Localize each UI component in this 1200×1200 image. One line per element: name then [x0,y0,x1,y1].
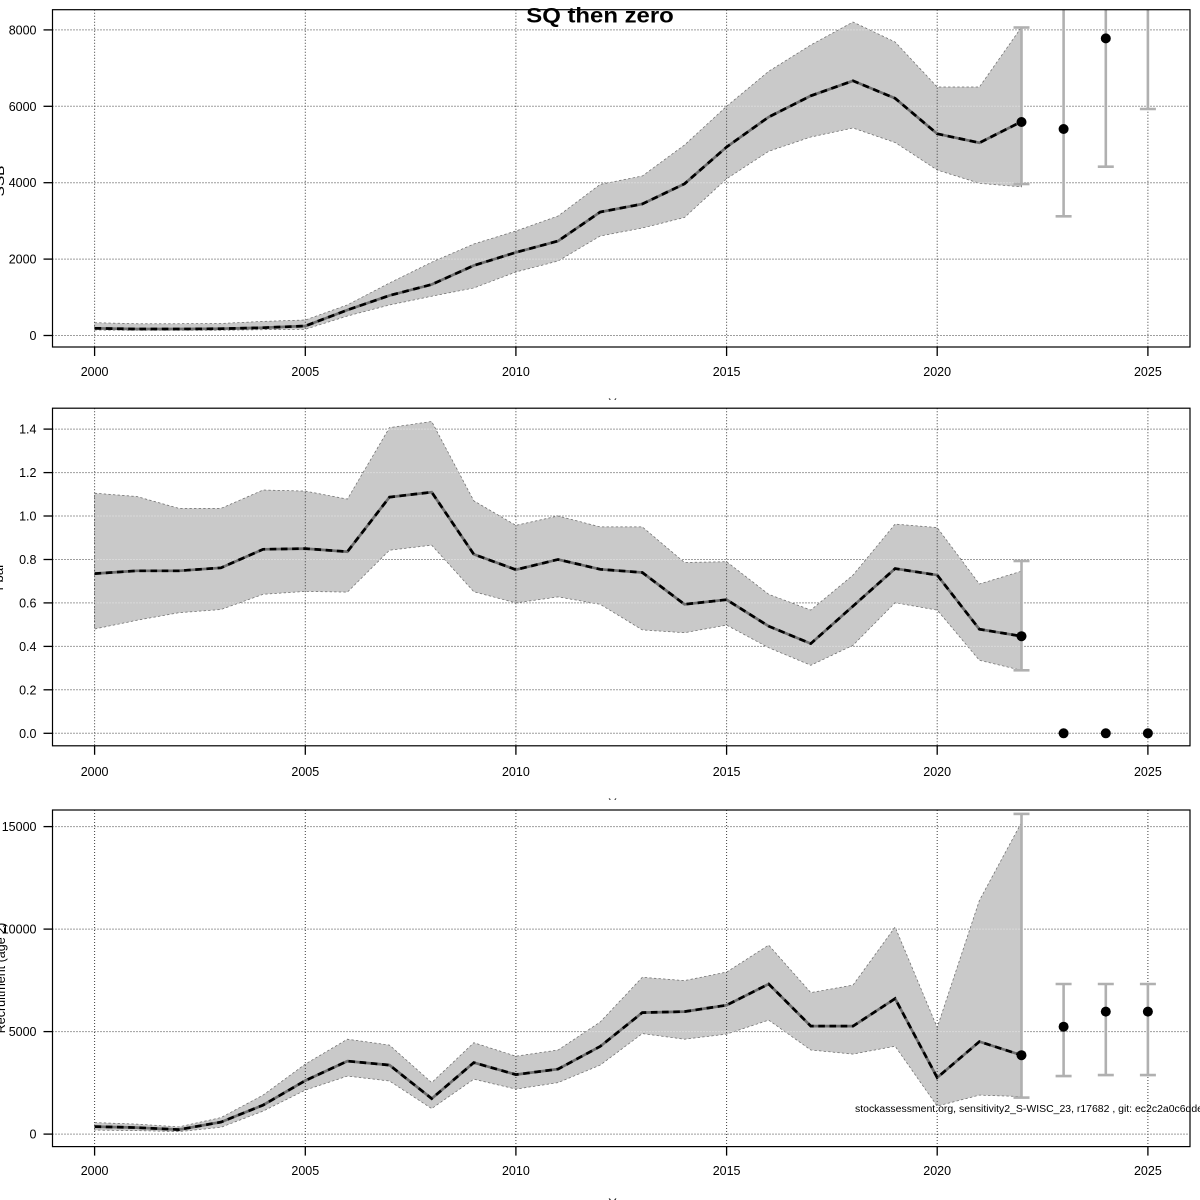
svg-text:SSB: SSB [0,166,7,197]
svg-text:10000: 10000 [2,923,37,937]
svg-text:2005: 2005 [291,765,319,779]
svg-text:2020: 2020 [923,1164,951,1178]
svg-text:0.0: 0.0 [19,727,36,741]
svg-text:0.8: 0.8 [19,553,36,567]
svg-text:Year: Year [608,396,633,410]
svg-text:8000: 8000 [9,23,37,37]
svg-text:Recruitment (age 2): Recruitment (age 2) [0,923,8,1033]
svg-text:2015: 2015 [713,1164,741,1178]
svg-text:2000: 2000 [81,765,109,779]
svg-text:2000: 2000 [81,365,109,379]
svg-text:stockassessment.org, sensitivi: stockassessment.org, sensitivity2_S-WISC… [855,1104,1200,1115]
svg-text:0.2: 0.2 [19,683,36,697]
svg-text:Year: Year [608,796,633,810]
svg-text:2010: 2010 [502,365,530,379]
svg-text:1.2: 1.2 [19,466,36,480]
svg-text:0.4: 0.4 [19,640,36,654]
svg-text:2015: 2015 [713,365,741,379]
svg-text:2010: 2010 [502,765,530,779]
svg-text:2010: 2010 [502,1164,530,1178]
svg-text:2015: 2015 [713,765,741,779]
svg-text:15000: 15000 [2,820,37,834]
svg-text:6000: 6000 [9,100,37,114]
svg-text:SQ then zero: SQ then zero [526,4,674,28]
svg-text:0.6: 0.6 [19,596,36,610]
svg-text:2005: 2005 [291,365,319,379]
svg-text:Fbar: Fbar [0,564,6,591]
svg-text:2025: 2025 [1134,765,1162,779]
svg-text:2005: 2005 [291,1164,319,1178]
svg-text:1.0: 1.0 [19,510,36,524]
svg-text:4000: 4000 [9,176,37,190]
svg-text:1.4: 1.4 [19,423,36,437]
svg-text:2025: 2025 [1134,365,1162,379]
svg-text:2020: 2020 [923,765,951,779]
svg-text:2000: 2000 [81,1164,109,1178]
svg-text:0: 0 [30,329,37,343]
svg-text:Year: Year [608,1196,633,1200]
svg-text:5000: 5000 [9,1025,37,1039]
svg-text:2025: 2025 [1134,1164,1162,1178]
svg-text:2020: 2020 [923,365,951,379]
svg-text:2000: 2000 [9,253,37,267]
svg-text:0: 0 [30,1128,37,1142]
